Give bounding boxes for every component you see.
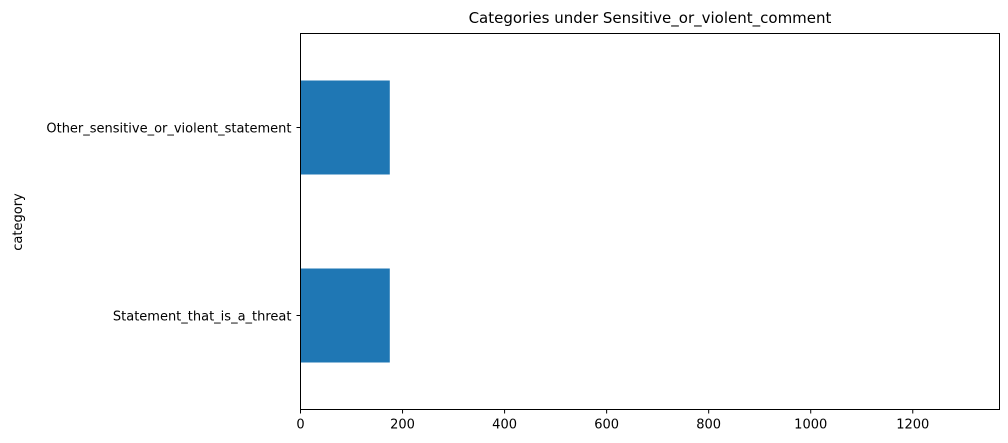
chart-title: Categories under Sensitive_or_violent_co… bbox=[469, 9, 832, 28]
x-tick-label: 800 bbox=[696, 418, 721, 433]
y-ticks-group: Statement_that_is_a_threat Other_sensitiv… bbox=[46, 122, 301, 325]
x-tick-label: 600 bbox=[594, 418, 619, 433]
x-tick-label: 200 bbox=[390, 418, 415, 433]
y-tick-label: Statement_that_is_a_threat bbox=[113, 310, 292, 325]
bar bbox=[300, 80, 390, 175]
plot-area-frame bbox=[300, 33, 1000, 410]
x-tick-label: 1200 bbox=[896, 418, 929, 433]
y-axis-label: category bbox=[11, 193, 26, 251]
x-ticks-group: 0 200 400 600 800 1000 1200 bbox=[296, 409, 929, 433]
y-tick-label: Other_sensitive_or_violent_statement bbox=[46, 122, 291, 137]
bars-group bbox=[300, 80, 390, 363]
x-tick-label: 400 bbox=[492, 418, 517, 433]
x-tick-label: 1000 bbox=[794, 418, 827, 433]
bar bbox=[300, 268, 390, 363]
x-tick-label: 0 bbox=[296, 418, 304, 433]
